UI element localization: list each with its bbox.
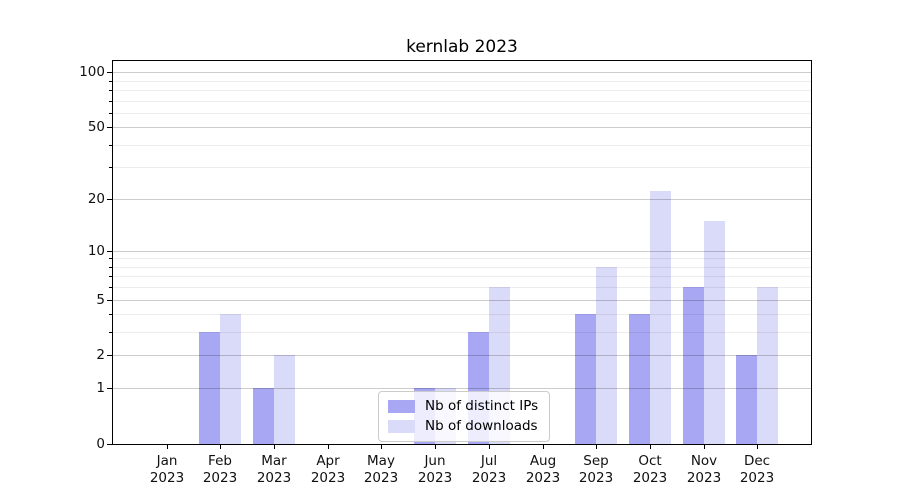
y-tick-minor [109,332,112,333]
legend-item-downloads: Nb of downloads [388,418,538,435]
gridline-major [113,355,811,356]
x-tick-label: Jun 2023 [417,453,453,486]
y-tick [107,72,112,73]
bar [596,267,617,444]
y-tick-minor [109,267,112,268]
y-tick-minor [109,314,112,315]
gridline-minor [113,101,811,102]
x-tick-label: Jul 2023 [471,453,507,486]
bar [629,314,650,444]
plot-area: Nb of distinct IPs Nb of downloads 0 1 2 5 1… [79,60,812,486]
gridline-major [113,251,811,252]
y-tick-label: 1 [96,380,105,396]
bar [220,314,241,444]
x-tick [381,444,382,449]
x-tick-label: Jan 2023 [149,453,185,486]
x-tick [167,444,168,449]
y-tick-label: 10 [87,243,105,259]
x-tick-label: Mar 2023 [256,453,292,486]
y-tick-minor [109,145,112,146]
y-tick [107,388,112,389]
x-tick [328,444,329,449]
y-tick-label: 50 [87,119,105,135]
x-tick [274,444,275,449]
bar [757,287,778,444]
legend-swatch-distinct-ips [388,400,415,413]
bar [199,332,220,444]
legend-label-distinct-ips: Nb of distinct IPs [425,398,539,414]
y-tick-minor [109,287,112,288]
x-tick-label: Oct 2023 [632,453,668,486]
gridline-major [113,300,811,301]
x-tick [596,444,597,449]
x-tick-label: Sep 2023 [578,453,614,486]
y-tick [107,251,112,252]
x-tick-label: Aug 2023 [525,453,561,486]
bar [736,355,757,444]
gridline-major [113,199,811,200]
x-tick [489,444,490,449]
chart-title: kernlab 2023 [406,37,518,57]
y-tick-label: 0 [96,436,105,452]
gridline-minor [113,145,811,146]
y-tick-minor [109,81,112,82]
gridline-minor [113,81,811,82]
gridline-major [113,72,811,73]
y-tick-minor [109,101,112,102]
y-tick [107,127,112,128]
x-tick [435,444,436,449]
y-tick [107,300,112,301]
x-tick-label: May 2023 [363,453,399,486]
bar [274,355,295,444]
y-tick-minor [109,90,112,91]
y-tick-label: 2 [96,347,105,363]
y-tick-minor [109,113,112,114]
y-tick-minor [109,276,112,277]
legend: Nb of distinct IPs Nb of downloads [378,391,551,442]
gridline-minor [113,276,811,277]
legend-swatch-downloads [388,420,415,433]
y-tick-label: 20 [87,191,105,207]
y-tick-label: 100 [79,64,105,80]
gridline-minor [113,314,811,315]
x-tick [220,444,221,449]
y-tick [107,199,112,200]
y-tick-minor [109,258,112,259]
bar [575,314,596,444]
bar [704,221,725,444]
y-tick [107,444,112,445]
legend-label-downloads: Nb of downloads [425,418,538,434]
gridline-minor [113,113,811,114]
gridline-major [113,127,811,128]
x-tick [704,444,705,449]
bar [650,191,671,444]
x-tick-label: Nov 2023 [686,453,722,486]
x-tick-label: Feb 2023 [202,453,238,486]
gridline-minor [113,287,811,288]
gridline-minor [113,332,811,333]
x-tick [757,444,758,449]
bar [253,388,274,444]
gridline-minor [113,258,811,259]
gridline-minor [113,90,811,91]
y-tick-minor [109,167,112,168]
gridline-major [113,388,811,389]
bar [683,287,704,444]
legend-item-distinct-ips: Nb of distinct IPs [388,398,538,415]
gridline-minor [113,167,811,168]
y-tick-label: 5 [96,292,105,308]
gridline-minor [113,267,811,268]
x-tick-label: Dec 2023 [739,453,775,486]
x-tick [650,444,651,449]
x-tick-label: Apr 2023 [310,453,346,486]
x-tick [543,444,544,449]
y-tick [107,355,112,356]
